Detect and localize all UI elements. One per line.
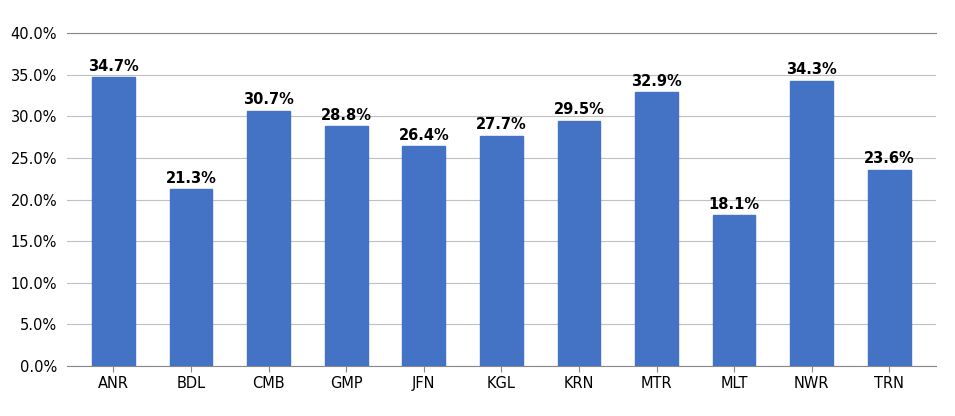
Text: 34.7%: 34.7% [88,59,138,74]
Bar [247,111,290,366]
Bar [325,126,368,366]
Text: 32.9%: 32.9% [631,74,682,89]
Bar [868,170,911,366]
Text: 26.4%: 26.4% [398,128,449,143]
Text: 30.7%: 30.7% [244,92,294,107]
Bar [712,215,755,366]
Bar [558,121,601,366]
Bar [791,81,833,366]
Bar [402,146,445,366]
Text: 29.5%: 29.5% [554,102,605,117]
Text: 21.3%: 21.3% [165,171,217,186]
Text: 34.3%: 34.3% [786,62,838,77]
Bar [635,92,678,366]
Text: 18.1%: 18.1% [709,197,760,212]
Bar [92,77,135,366]
Text: 23.6%: 23.6% [864,151,915,166]
Text: 28.8%: 28.8% [321,108,371,123]
Bar [170,189,212,366]
Bar [480,136,522,366]
Text: 27.7%: 27.7% [476,117,527,132]
